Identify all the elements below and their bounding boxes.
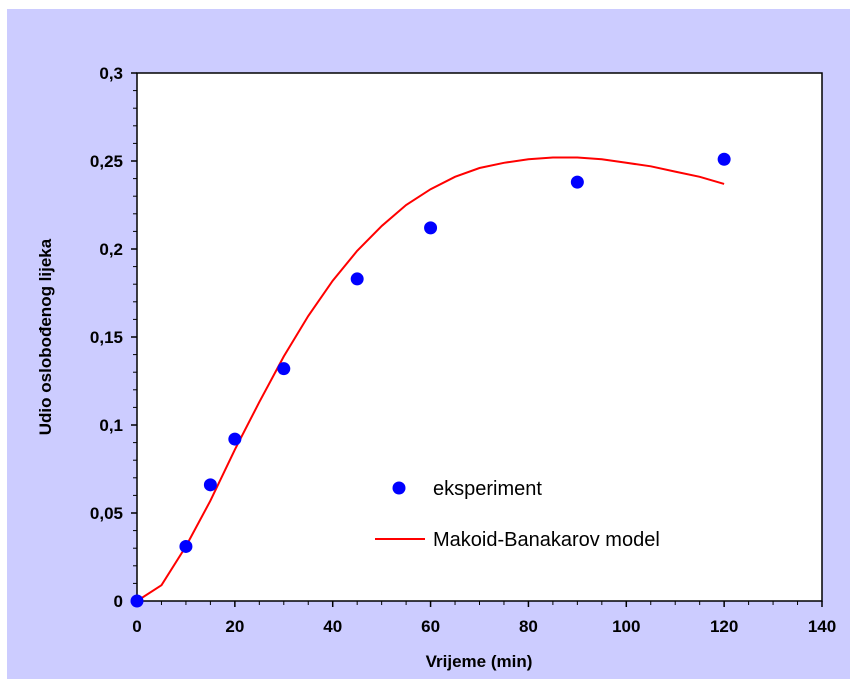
legend-label-model: Makoid-Banakarov model bbox=[433, 529, 660, 551]
x-axis: 0 20 40 60 80 100 120 140 bbox=[132, 601, 836, 636]
data-point bbox=[277, 362, 291, 376]
data-point bbox=[228, 432, 242, 446]
y-axis-label: Udio oslobođenog lijeka bbox=[36, 238, 55, 435]
chart-canvas: 0 20 40 60 80 100 120 140 0 0,05 0,1 0,15 0,2 0,25 0,… bbox=[36, 64, 836, 671]
x-tick-label: 20 bbox=[225, 617, 244, 636]
y-tick-label: 0,1 bbox=[99, 416, 123, 435]
model-curve-line bbox=[136, 156, 725, 602]
x-tick-label: 60 bbox=[421, 617, 440, 636]
y-tick-label: 0,25 bbox=[90, 152, 123, 171]
x-tick-label: 140 bbox=[808, 617, 836, 636]
legend-marker-eksperiment bbox=[392, 481, 406, 495]
y-tick-label: 0,15 bbox=[90, 328, 123, 347]
x-tick-label: 100 bbox=[612, 617, 640, 636]
legend: eksperiment Makoid-Banakarov model bbox=[375, 478, 660, 551]
data-point bbox=[350, 272, 364, 286]
x-tick-label: 40 bbox=[323, 617, 342, 636]
y-tick-label: 0,2 bbox=[99, 240, 123, 259]
y-axis: 0 0,05 0,1 0,15 0,2 0,25 0,3 bbox=[90, 64, 137, 611]
data-point bbox=[130, 594, 144, 608]
legend-label-eksperiment: eksperiment bbox=[433, 478, 542, 500]
x-tick-label: 0 bbox=[132, 617, 141, 636]
plot-area bbox=[136, 72, 823, 602]
data-point bbox=[424, 221, 438, 235]
y-tick-label: 0,3 bbox=[99, 64, 123, 83]
y-tick-label: 0,05 bbox=[90, 504, 123, 523]
chart-frame: 0 20 40 60 80 100 120 140 0 0,05 0,1 0,15 0,2 0,25 0,… bbox=[7, 9, 850, 679]
data-point bbox=[570, 175, 584, 189]
x-tick-label: 80 bbox=[519, 617, 538, 636]
data-point bbox=[717, 152, 731, 166]
y-tick-label: 0 bbox=[114, 592, 123, 611]
data-point bbox=[203, 478, 217, 492]
series-layer bbox=[130, 152, 731, 608]
x-axis-label: Vrijeme (min) bbox=[426, 652, 533, 671]
data-point bbox=[179, 539, 193, 553]
x-tick-label: 120 bbox=[710, 617, 738, 636]
